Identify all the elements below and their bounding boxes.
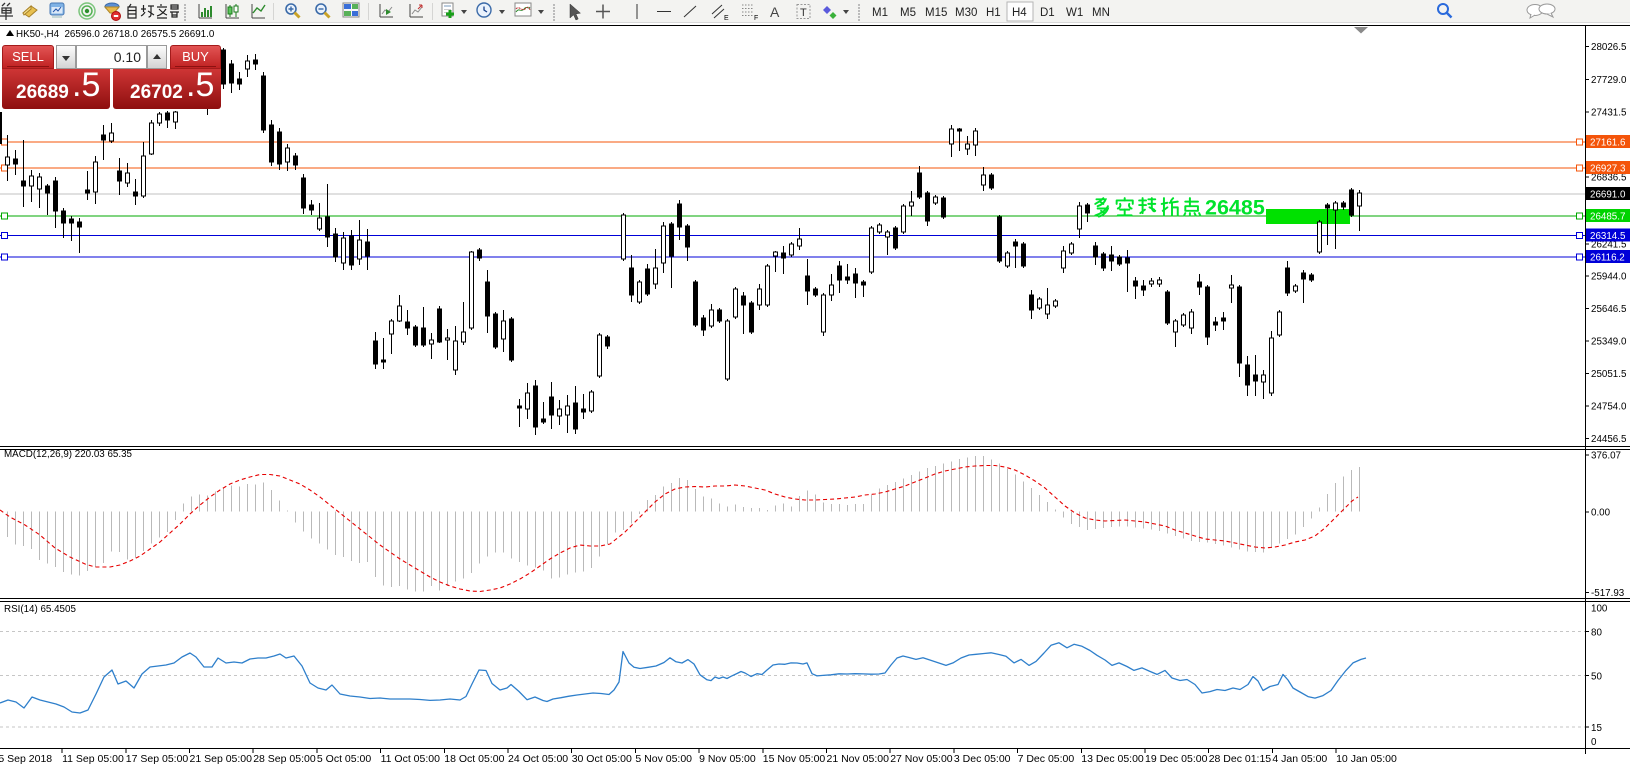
svg-text:26116.2: 26116.2 [1590,253,1625,264]
svg-text:13 Dec 05:00: 13 Dec 05:00 [1081,753,1144,765]
svg-text:H4: H4 [1012,7,1027,19]
svg-text:0.00: 0.00 [1591,508,1611,519]
svg-text:25646.5: 25646.5 [1591,304,1627,315]
svg-text:26485: 26485 [1205,196,1265,220]
svg-text:7 Dec 05:00: 7 Dec 05:00 [1018,753,1075,765]
svg-text:11 Sep 05:00: 11 Sep 05:00 [62,753,124,765]
svg-text:100: 100 [1591,604,1608,615]
svg-text:15: 15 [1591,723,1602,734]
svg-text:HK50-,H4 26596.0 26718.0 2657: HK50-,H4 26596.0 26718.0 26575.5 26691.0 [16,29,215,40]
svg-text:26836.5: 26836.5 [1591,173,1627,184]
svg-text:24456.5: 24456.5 [1591,434,1627,445]
svg-text:28026.5: 28026.5 [1591,42,1627,53]
svg-text:17 Sep 05:00: 17 Sep 05:00 [126,753,189,765]
svg-text:11 Oct 05:00: 11 Oct 05:00 [381,753,441,765]
svg-text:21 Sep 05:00: 21 Sep 05:00 [190,753,253,765]
svg-text:27 Nov 05:00: 27 Nov 05:00 [890,753,953,765]
svg-text:5 Oct 05:00: 5 Oct 05:00 [317,753,371,765]
svg-text:0: 0 [1591,737,1597,748]
svg-text:26485.7: 26485.7 [1590,212,1625,223]
svg-text:25349.0: 25349.0 [1591,337,1627,348]
svg-text:25051.5: 25051.5 [1591,369,1627,380]
svg-text:MN: MN [1092,7,1110,19]
svg-text:26241.5: 26241.5 [1591,240,1627,251]
svg-text:18 Oct 05:00: 18 Oct 05:00 [444,753,504,765]
svg-text:F: F [754,15,758,22]
svg-text:21 Nov 05:00: 21 Nov 05:00 [827,753,890,765]
svg-text:27729.0: 27729.0 [1591,75,1627,86]
svg-text:RSI(14) 65.4505: RSI(14) 65.4505 [4,604,76,615]
svg-text:5 Nov 05:00: 5 Nov 05:00 [635,753,692,765]
svg-text:26691.0: 26691.0 [1590,190,1626,201]
svg-text:27431.5: 27431.5 [1591,108,1627,119]
svg-text:W1: W1 [1066,7,1083,19]
svg-text:D1: D1 [1040,7,1055,19]
svg-text:376.07: 376.07 [1591,451,1621,462]
svg-text:24 Oct 05:00: 24 Oct 05:00 [508,753,568,765]
svg-text:4 Jan 05:00: 4 Jan 05:00 [1272,753,1327,765]
svg-text:-517.93: -517.93 [1591,588,1625,599]
svg-text:10 Jan 05:00: 10 Jan 05:00 [1336,753,1397,765]
svg-text:28 Dec 01:15: 28 Dec 01:15 [1209,753,1272,765]
svg-text:26314.5: 26314.5 [1590,231,1626,242]
svg-text:19 Dec 05:00: 19 Dec 05:00 [1145,753,1208,765]
svg-text:A: A [770,4,780,20]
svg-text:E: E [724,15,729,22]
svg-text:M5: M5 [900,7,916,19]
svg-text:30 Oct 05:00: 30 Oct 05:00 [572,753,632,765]
svg-text:80: 80 [1591,628,1602,639]
svg-text:M1: M1 [872,7,888,19]
svg-text:MACD(12,26,9) 220.03 65.35: MACD(12,26,9) 220.03 65.35 [4,449,133,460]
svg-text:24754.0: 24754.0 [1591,402,1627,413]
svg-text:50: 50 [1591,672,1602,683]
svg-text:5 Sep 2018: 5 Sep 2018 [0,753,52,765]
svg-text:28 Sep 05:00: 28 Sep 05:00 [253,753,316,765]
svg-text:25944.0: 25944.0 [1591,272,1627,283]
svg-text:M30: M30 [955,7,977,19]
svg-text:M15: M15 [925,7,947,19]
svg-text:H1: H1 [986,7,1001,19]
svg-text:T: T [800,7,807,19]
svg-text:27161.6: 27161.6 [1590,138,1626,149]
svg-text:3 Dec 05:00: 3 Dec 05:00 [954,753,1011,765]
svg-text:15 Nov 05:00: 15 Nov 05:00 [763,753,826,765]
svg-text:9 Nov 05:00: 9 Nov 05:00 [699,753,756,765]
svg-text:26927.3: 26927.3 [1590,164,1626,175]
